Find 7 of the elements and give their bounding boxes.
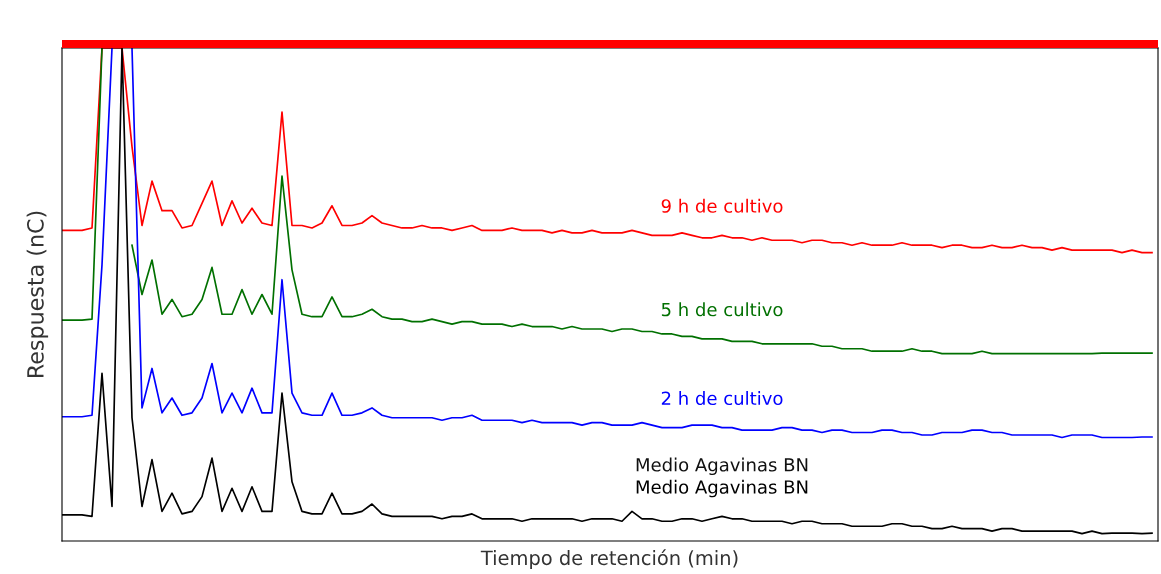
series-label: 9 h de cultivo (661, 198, 783, 213)
y-axis-title: Respuesta (nC) (26, 211, 49, 378)
annotation: Medio Agavinas BN (636, 457, 808, 476)
series-label: 5 h de cultivo (661, 302, 783, 317)
series-label: Medio Agavinas BN (636, 479, 808, 498)
x-axis-title: Tiempo de retención (min) (480, 549, 738, 569)
series-label: 2 h de cultivo (661, 391, 783, 406)
